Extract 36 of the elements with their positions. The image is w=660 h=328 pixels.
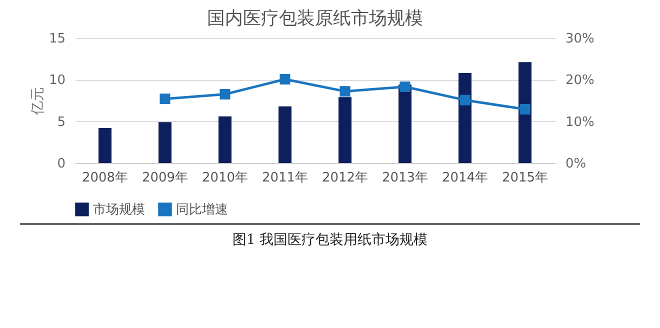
bar [98, 128, 112, 163]
x-tick-label: 2009年 [142, 170, 188, 186]
y-tick-label: 10 [48, 73, 66, 88]
bar [518, 62, 532, 163]
point [160, 94, 170, 104]
x-tick-label: 2011年 [262, 170, 308, 186]
chart-title: 国内医疗包装原纸市场规模 [207, 8, 423, 29]
bar [278, 106, 292, 163]
bar [338, 97, 352, 163]
legend-label: 同比增速 [176, 202, 228, 218]
bar [158, 122, 172, 163]
x-tick-label: 2013年 [382, 170, 428, 186]
point [400, 82, 410, 92]
y2-tick-label: 0% [566, 156, 586, 172]
x-tick-label: 2008年 [82, 170, 128, 186]
y2-tick-label: 20% [566, 73, 594, 88]
point [280, 74, 290, 84]
y-tick-label: 0 [57, 156, 66, 172]
point [220, 89, 230, 100]
y2-tick-label: 10% [566, 114, 594, 130]
y-tick-label: 15 [48, 32, 66, 46]
point [520, 104, 530, 114]
legend-label: 市场规模 [93, 202, 145, 218]
bar [398, 84, 412, 163]
point [460, 94, 470, 106]
y-tick-label: 5 [57, 114, 66, 130]
x-tick-label: 2012年 [322, 170, 368, 186]
x-tick-label: 2014年 [442, 170, 488, 186]
point [340, 86, 350, 97]
caption: 图1 我国医疗包装用纸市场规模 [20, 223, 640, 249]
bar [458, 73, 472, 163]
y-axis-title: 亿元 [30, 87, 46, 116]
y2-tick-label: 30% [566, 32, 594, 46]
x-tick-label: 2010年 [202, 170, 248, 186]
bar [218, 116, 232, 163]
x-tick-label: 2015年 [502, 170, 548, 186]
